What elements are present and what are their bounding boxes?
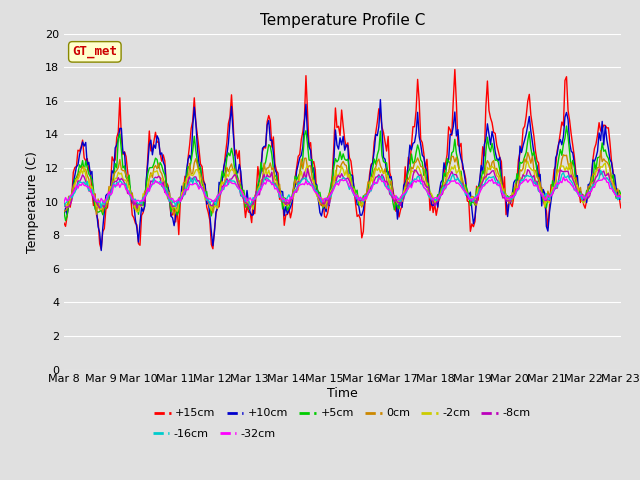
Line: +15cm: +15cm (64, 70, 621, 249)
+15cm (246, 209, 254, 215)
+5cm (305, 157, 313, 163)
+10cm (246, 209, 254, 215)
Title: Temperature Profile C: Temperature Profile C (260, 13, 425, 28)
Line: -32cm: -32cm (64, 177, 621, 203)
+15cm (60, 220, 68, 226)
+15cm (228, 92, 236, 98)
-2cm (246, 202, 254, 208)
0cm (129, 190, 136, 196)
+10cm (376, 96, 384, 102)
-32cm (246, 195, 254, 201)
Text: GT_met: GT_met (72, 45, 117, 59)
+5cm (589, 185, 596, 191)
+10cm (617, 196, 625, 202)
+10cm (589, 157, 596, 163)
-16cm (596, 168, 604, 173)
Line: +5cm: +5cm (64, 126, 621, 220)
-16cm (228, 178, 236, 184)
-2cm (129, 195, 136, 201)
-2cm (305, 171, 313, 177)
-16cm (130, 196, 138, 202)
-2cm (60, 204, 68, 209)
0cm (228, 161, 236, 167)
+15cm (589, 156, 596, 162)
-16cm (246, 202, 254, 208)
+10cm (60, 213, 68, 218)
-32cm (60, 199, 68, 205)
-8cm (255, 192, 263, 198)
-16cm (97, 205, 105, 211)
-8cm (244, 203, 252, 208)
+15cm (305, 144, 313, 150)
-32cm (305, 180, 313, 186)
-32cm (100, 200, 108, 205)
-32cm (130, 197, 138, 203)
+5cm (246, 205, 254, 211)
+5cm (563, 123, 570, 129)
-32cm (617, 194, 625, 200)
+5cm (61, 217, 69, 223)
0cm (596, 148, 604, 154)
+15cm (451, 67, 459, 72)
-2cm (524, 158, 532, 164)
Line: 0cm: 0cm (64, 151, 621, 215)
-2cm (617, 195, 625, 201)
+5cm (130, 205, 138, 211)
+15cm (97, 246, 105, 252)
Line: +10cm: +10cm (64, 99, 621, 251)
Y-axis label: Temperature (C): Temperature (C) (26, 151, 40, 252)
+10cm (255, 176, 263, 181)
-2cm (589, 180, 596, 185)
0cm (60, 208, 68, 214)
-8cm (60, 200, 68, 206)
-32cm (589, 184, 596, 190)
-8cm (617, 194, 625, 200)
+5cm (60, 209, 68, 215)
-16cm (617, 196, 625, 202)
0cm (170, 212, 178, 218)
Line: -8cm: -8cm (64, 168, 621, 209)
+5cm (228, 145, 236, 151)
+15cm (617, 205, 625, 211)
0cm (305, 163, 313, 169)
-2cm (255, 183, 263, 189)
0cm (588, 179, 595, 184)
-8cm (307, 177, 314, 183)
+10cm (97, 248, 105, 253)
0cm (617, 192, 625, 198)
-8cm (246, 206, 254, 212)
Legend: -16cm, -32cm: -16cm, -32cm (148, 424, 280, 443)
+10cm (228, 104, 236, 109)
-8cm (129, 196, 136, 202)
+10cm (305, 144, 313, 150)
-16cm (305, 180, 313, 185)
+5cm (617, 192, 625, 197)
Line: -16cm: -16cm (64, 170, 621, 208)
-2cm (133, 209, 141, 215)
-8cm (589, 182, 596, 188)
-32cm (559, 174, 567, 180)
+5cm (255, 176, 263, 182)
-32cm (255, 188, 263, 194)
-16cm (255, 185, 263, 191)
-32cm (228, 180, 236, 186)
0cm (255, 183, 263, 189)
-16cm (588, 186, 595, 192)
-16cm (60, 204, 68, 209)
0cm (246, 203, 254, 208)
+15cm (130, 215, 138, 221)
X-axis label: Time: Time (327, 387, 358, 400)
Line: -2cm: -2cm (64, 161, 621, 212)
-8cm (303, 166, 311, 171)
+10cm (130, 200, 138, 206)
+15cm (255, 177, 263, 182)
-2cm (228, 167, 236, 172)
-8cm (226, 176, 234, 182)
